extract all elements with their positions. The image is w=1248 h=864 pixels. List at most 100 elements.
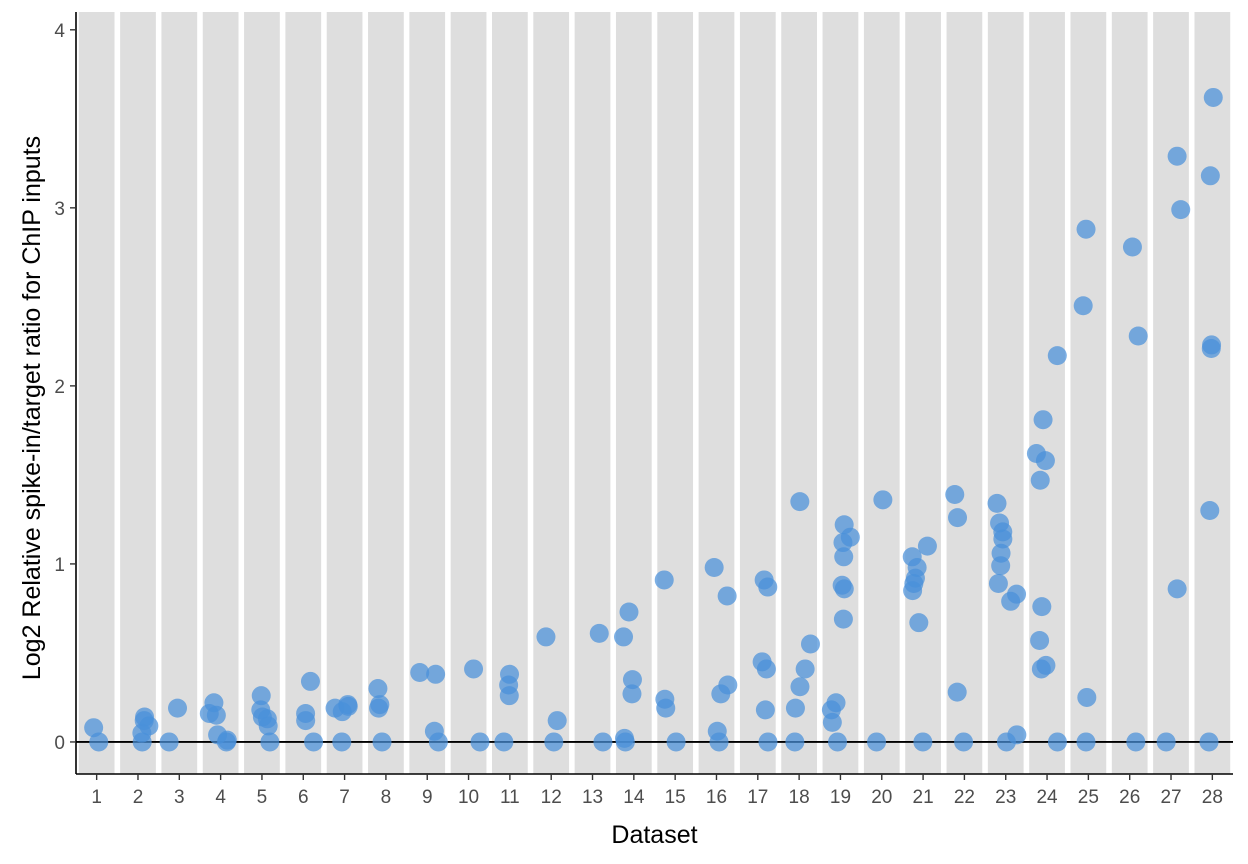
point-26-129 — [1122, 237, 1142, 257]
x-tick-label: 22 — [954, 787, 975, 808]
point-14-52 — [622, 670, 642, 690]
band-6 — [285, 12, 322, 774]
x-tick-label: 6 — [298, 787, 309, 808]
point-18-72 — [785, 698, 805, 718]
band-14 — [615, 12, 652, 774]
point-8-30 — [372, 732, 392, 752]
point-19-80 — [826, 693, 846, 713]
x-tick-label: 21 — [913, 787, 934, 808]
point-24-122 — [1047, 346, 1067, 366]
band-11 — [492, 12, 528, 774]
band-28 — [1194, 12, 1231, 774]
point-6-23 — [296, 703, 316, 723]
x-tick-label: 17 — [747, 787, 768, 808]
point-18-73 — [790, 677, 810, 697]
band-27 — [1153, 12, 1189, 774]
x-tick-label: 2 — [133, 787, 144, 808]
point-19-84 — [834, 547, 854, 567]
point-27-133 — [1167, 146, 1187, 166]
point-16-64 — [704, 557, 724, 577]
point-22-100 — [948, 508, 968, 528]
band-8 — [368, 12, 404, 774]
x-tick-label: 20 — [871, 787, 892, 808]
point-11-40 — [494, 732, 514, 752]
y-tick-label: 3 — [54, 199, 65, 220]
band-26 — [1111, 12, 1148, 774]
x-tick-label: 19 — [830, 787, 851, 808]
point-3-8 — [168, 698, 188, 718]
point-11-43 — [500, 664, 520, 684]
point-24-117 — [1032, 597, 1052, 617]
point-4-11 — [208, 725, 228, 745]
y-axis: 0 1 2 3 4 — [54, 12, 77, 774]
x-tick-label: 9 — [422, 787, 433, 808]
point-1-1 — [84, 718, 104, 738]
point-22-98 — [954, 732, 974, 752]
point-18-71 — [785, 732, 805, 752]
point-17-70 — [754, 570, 774, 590]
y-tick-label: 2 — [54, 377, 65, 398]
point-12-46 — [536, 627, 556, 647]
point-9-35 — [424, 721, 444, 741]
x-axis: 1 2 3 4 5 6 7 8 9 10 11 12 13 14 15 16 17 18 19 20 21 22 23 24 2… — [76, 773, 1233, 808]
y-tick-label: 0 — [54, 733, 65, 754]
point-28-134 — [1199, 732, 1219, 752]
x-axis-title: Dataset — [611, 821, 697, 849]
x-tick-label: 27 — [1160, 787, 1181, 808]
point-19-77 — [828, 732, 848, 752]
point-25-124 — [1077, 687, 1097, 707]
point-16-60 — [707, 721, 727, 741]
point-10-39 — [464, 659, 484, 679]
point-26-128 — [1128, 326, 1148, 346]
band-7 — [326, 12, 363, 774]
point-27-132 — [1171, 200, 1191, 220]
point-22-99 — [947, 682, 967, 702]
x-tick-label: 10 — [458, 787, 479, 808]
point-9-36 — [426, 664, 446, 684]
point-4-14 — [204, 693, 224, 713]
band-16 — [698, 12, 735, 774]
point-17-65 — [758, 732, 778, 752]
point-5-20 — [251, 686, 271, 706]
x-tick-label: 26 — [1119, 787, 1140, 808]
point-14-50 — [615, 728, 635, 748]
point-21-97 — [917, 536, 937, 556]
y-tick-label: 4 — [54, 21, 65, 42]
point-1-0 — [89, 732, 109, 752]
x-tick-label: 16 — [706, 787, 727, 808]
point-24-116 — [1030, 630, 1050, 650]
point-23-111 — [990, 513, 1010, 533]
point-18-74 — [795, 659, 815, 679]
x-tick-label: 8 — [381, 787, 392, 808]
band-2 — [120, 12, 156, 774]
band-1 — [78, 12, 115, 774]
band-17 — [739, 12, 776, 774]
y-tick-label: 1 — [54, 555, 65, 576]
x-tick-label: 13 — [582, 787, 603, 808]
point-14-53 — [614, 627, 634, 647]
point-24-121 — [1033, 410, 1053, 430]
point-12-44 — [544, 732, 564, 752]
x-tick-label: 23 — [995, 787, 1016, 808]
point-8-32 — [370, 695, 390, 715]
x-tick-label: 25 — [1078, 787, 1099, 808]
band-15 — [657, 12, 694, 774]
point-27-130 — [1156, 732, 1176, 752]
point-14-54 — [619, 602, 639, 622]
point-15-58 — [654, 570, 674, 590]
band-3 — [161, 12, 198, 774]
x-tick-label: 1 — [91, 787, 102, 808]
point-28-137 — [1202, 335, 1222, 355]
point-28-139 — [1203, 87, 1223, 107]
point-9-37 — [410, 663, 430, 683]
band-13 — [574, 12, 611, 774]
data-points — [84, 87, 1223, 752]
x-tick-label: 15 — [665, 787, 686, 808]
point-23-108 — [991, 543, 1011, 563]
point-24-113 — [1047, 732, 1067, 752]
x-tick-label: 18 — [789, 787, 810, 808]
point-24-120 — [1026, 444, 1046, 464]
band-12 — [533, 12, 570, 774]
point-13-48 — [589, 623, 609, 643]
